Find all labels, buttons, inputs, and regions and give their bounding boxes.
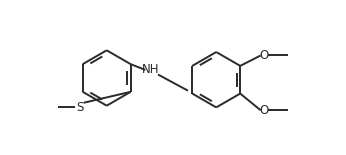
Text: O: O (260, 49, 269, 62)
Text: S: S (76, 101, 83, 114)
Text: NH: NH (142, 63, 160, 76)
Text: O: O (260, 104, 269, 117)
